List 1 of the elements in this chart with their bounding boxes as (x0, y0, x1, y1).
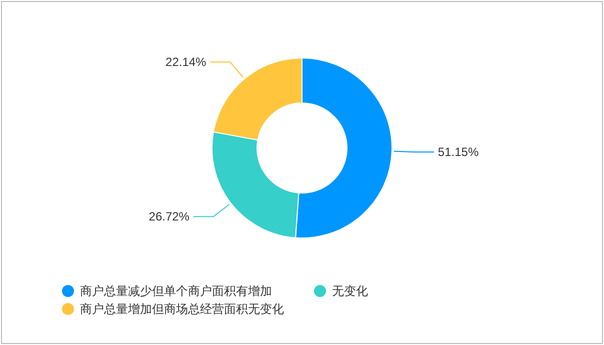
legend-label: 无变化 (332, 284, 368, 298)
